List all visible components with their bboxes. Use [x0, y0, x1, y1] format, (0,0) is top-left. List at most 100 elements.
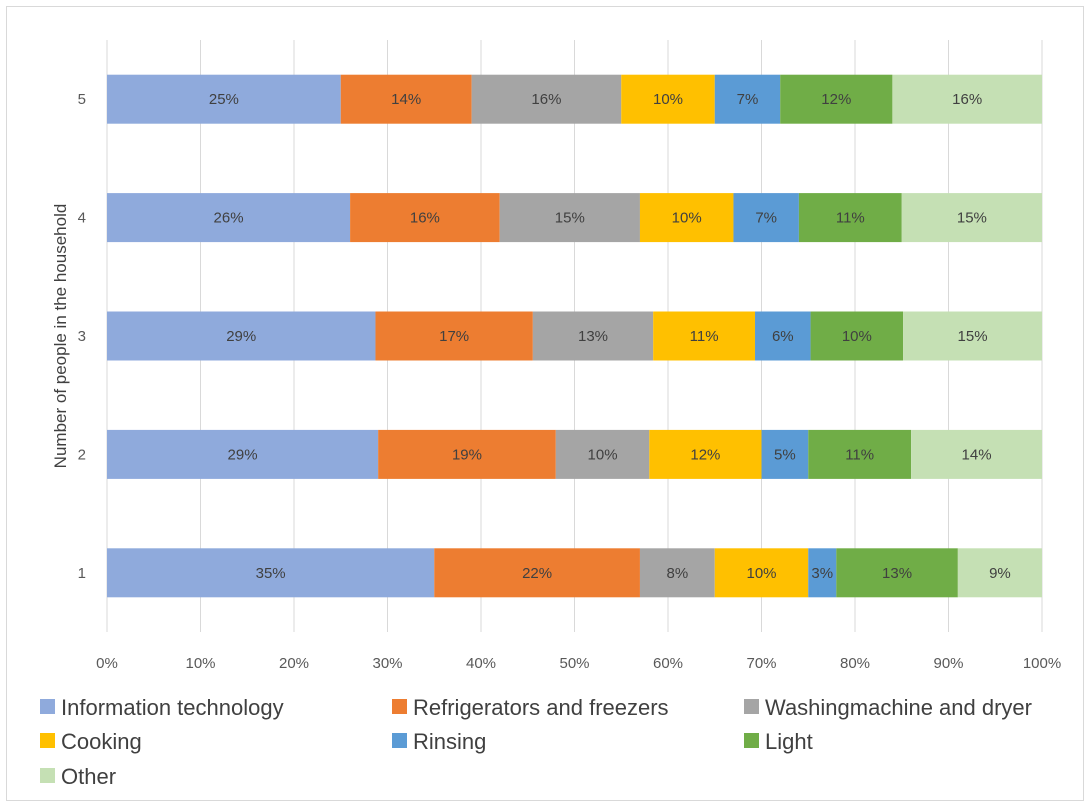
x-tick-label: 70% [746, 655, 776, 672]
x-tick-label: 0% [96, 655, 118, 672]
legend-label: Refrigerators and freezers [413, 695, 669, 720]
bar-segment [107, 74, 341, 124]
bar-segment [798, 193, 902, 243]
data-label: 13% [882, 565, 912, 582]
bar-segment [892, 74, 1042, 124]
data-label: 11% [690, 328, 719, 345]
data-label: 7% [737, 91, 759, 108]
data-label: 22% [522, 565, 552, 582]
legend-swatch [744, 699, 759, 714]
bar-segment [761, 429, 809, 479]
bar-segment [911, 429, 1042, 479]
data-label: 5% [774, 446, 796, 463]
data-label: 14% [391, 91, 421, 108]
x-tick-label: 100% [1023, 655, 1061, 672]
data-label: 11% [836, 210, 865, 227]
bar-segment [733, 193, 799, 243]
bar-segment [378, 429, 556, 479]
x-tick-label: 10% [185, 655, 215, 672]
data-label: 6% [772, 328, 794, 345]
data-label: 17% [439, 328, 469, 345]
bar-segment [555, 429, 650, 479]
data-label: 26% [214, 210, 244, 227]
data-label: 15% [555, 210, 585, 227]
bar-segment [639, 193, 734, 243]
x-tick-label: 60% [653, 655, 683, 672]
bar-segment [714, 548, 809, 598]
data-label: 10% [653, 91, 683, 108]
bar-segment [808, 548, 837, 598]
bar-segment [532, 311, 654, 361]
data-label: 8% [667, 565, 689, 582]
data-label: 16% [952, 91, 982, 108]
data-label: 16% [531, 91, 561, 108]
bar-segment [499, 193, 640, 243]
data-label: 9% [989, 565, 1011, 582]
bar-segment [957, 548, 1042, 598]
bar-segment [836, 548, 958, 598]
bar-segment [471, 74, 622, 124]
legend-swatch [40, 733, 55, 748]
x-tick-label: 40% [466, 655, 496, 672]
bar-segment [903, 311, 1042, 361]
legend-swatch [40, 699, 55, 714]
legend-label: Information technology [61, 695, 284, 720]
bar-segment [107, 548, 435, 598]
data-label: 3% [811, 565, 833, 582]
data-label: 7% [755, 210, 777, 227]
bar-segment [649, 429, 762, 479]
legend-label: Light [765, 729, 813, 754]
legend-swatch [392, 699, 407, 714]
legend-swatch [744, 733, 759, 748]
data-label: 15% [958, 328, 988, 345]
bar-segment [340, 74, 472, 124]
data-label: 10% [672, 210, 702, 227]
bar-segment [107, 193, 351, 243]
data-label: 25% [209, 91, 239, 108]
data-label: 15% [957, 210, 987, 227]
bar-segment [434, 548, 640, 598]
y-tick-label: 2 [78, 446, 86, 463]
data-label: 13% [578, 328, 608, 345]
bar-segment [107, 429, 379, 479]
legend-label: Washingmachine and dryer [765, 695, 1032, 720]
data-label: 10% [746, 565, 776, 582]
data-label: 29% [228, 446, 258, 463]
legend-label: Other [61, 764, 116, 789]
data-label: 19% [452, 446, 482, 463]
y-tick-label: 3 [78, 328, 86, 345]
data-label: 29% [226, 328, 256, 345]
bar-segment [350, 193, 500, 243]
x-tick-label: 50% [559, 655, 589, 672]
chart-frame [6, 6, 1084, 801]
bar-segment [780, 74, 893, 124]
y-tick-label: 1 [78, 565, 86, 582]
bar-segment [808, 429, 912, 479]
legend-label: Rinsing [413, 729, 486, 754]
bar-segment [375, 311, 533, 361]
bar-segment [653, 311, 756, 361]
data-label: 11% [845, 446, 874, 463]
data-label: 12% [690, 446, 720, 463]
y-tick-label: 4 [78, 210, 86, 227]
data-label: 12% [821, 91, 851, 108]
y-tick-label: 5 [78, 91, 86, 108]
data-label: 16% [410, 210, 440, 227]
bar-segment [107, 311, 376, 361]
data-label: 35% [256, 565, 286, 582]
bar-segment [639, 548, 715, 598]
data-label: 10% [842, 328, 872, 345]
x-tick-label: 90% [933, 655, 963, 672]
data-label: 10% [588, 446, 618, 463]
data-label: 14% [962, 446, 992, 463]
x-tick-label: 80% [840, 655, 870, 672]
legend-label: Cooking [61, 729, 142, 754]
x-tick-label: 30% [372, 655, 402, 672]
bar-segment [901, 193, 1042, 243]
legend-swatch [392, 733, 407, 748]
bar-segment [755, 311, 811, 361]
bar-segment [714, 74, 781, 124]
bar-segment [621, 74, 715, 124]
y-axis-title: Number of people in the household [51, 204, 70, 469]
